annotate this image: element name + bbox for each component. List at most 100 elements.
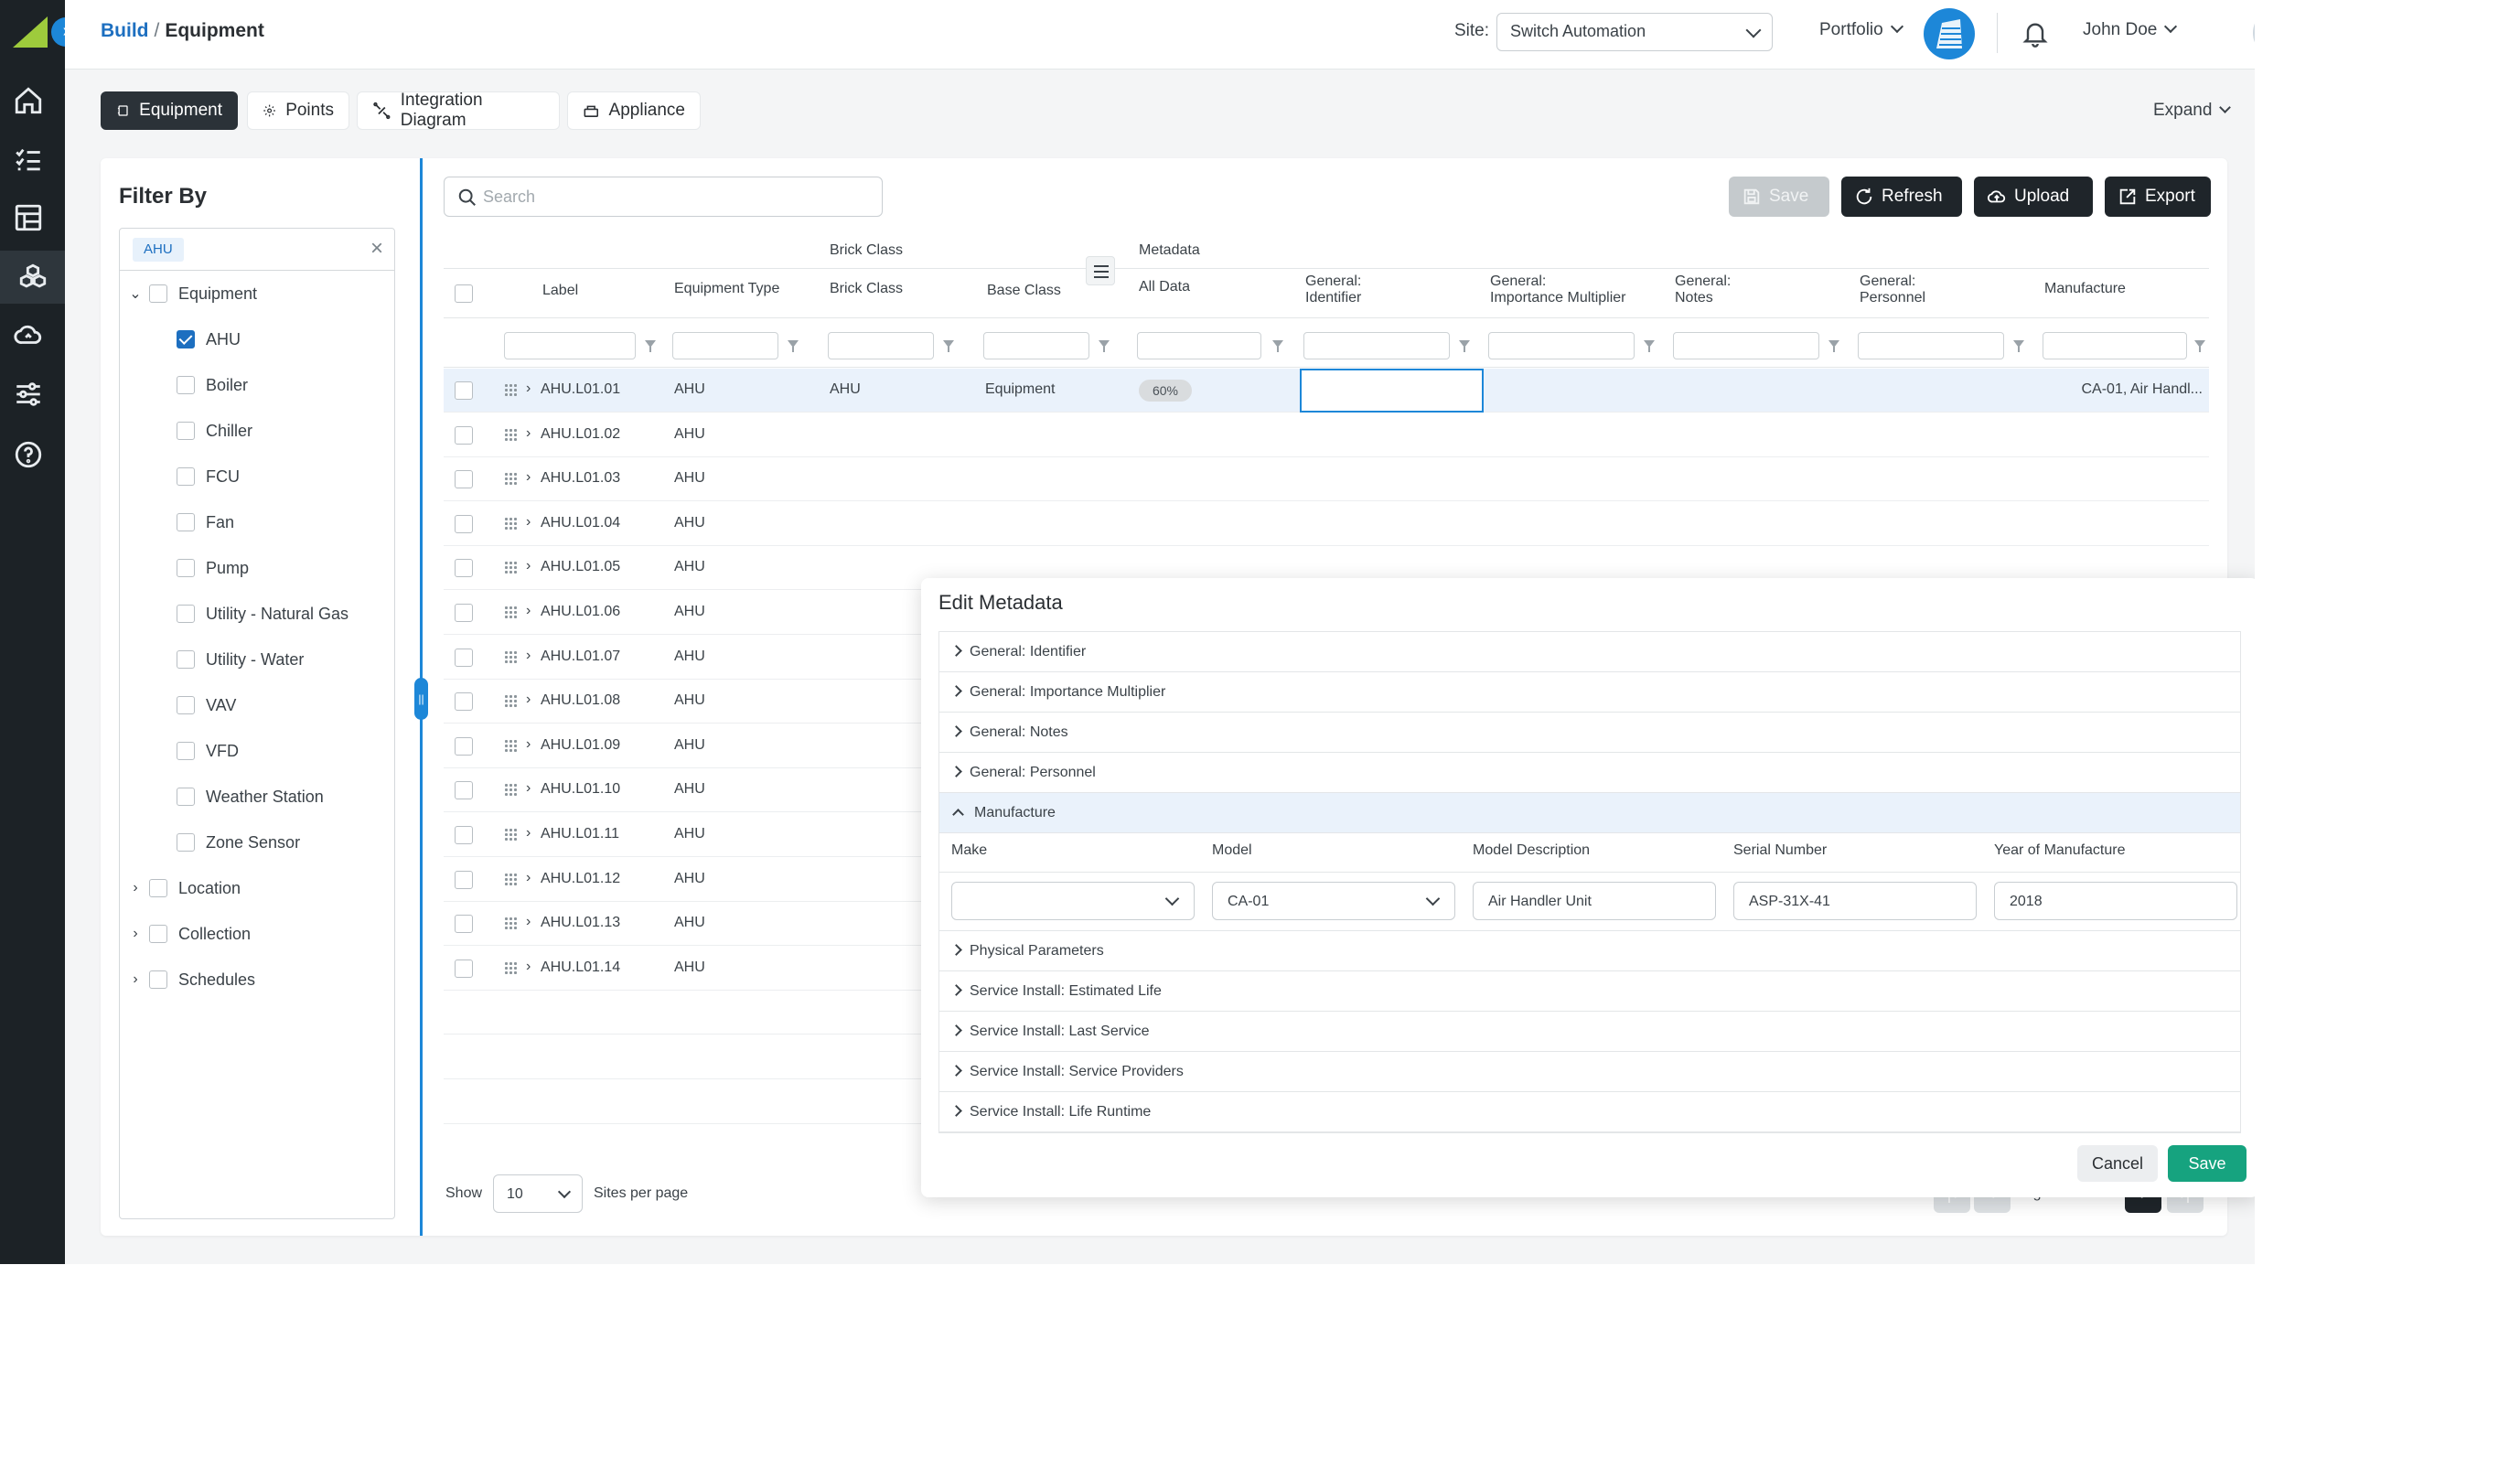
filter-input-general-notes[interactable] <box>1673 332 1819 359</box>
filter-option-checkbox[interactable] <box>177 559 195 577</box>
filter-icon[interactable] <box>1459 340 1470 352</box>
filter-option[interactable]: Weather Station <box>177 783 324 810</box>
drag-handle-icon[interactable] <box>504 649 517 665</box>
filter-option-checkbox[interactable] <box>177 696 195 714</box>
accordion-item[interactable]: Service Install: Last Service <box>939 1012 2240 1052</box>
close-icon[interactable]: × <box>370 236 383 261</box>
dashboard-icon[interactable] <box>11 200 46 235</box>
serial-number-field[interactable]: ASP-31X-41 <box>1733 882 1977 920</box>
search-box[interactable] <box>444 177 883 217</box>
model-select[interactable]: CA-01 <box>1212 882 1455 920</box>
filter-input-all-data[interactable] <box>1137 332 1261 359</box>
filter-option[interactable]: FCU <box>177 463 240 490</box>
row-checkbox[interactable] <box>455 959 473 978</box>
row-checkbox[interactable] <box>455 470 473 489</box>
drag-handle-icon[interactable] <box>504 917 517 932</box>
filter-option-checkbox[interactable] <box>177 330 195 348</box>
chevron-right-icon[interactable]: › <box>526 958 531 974</box>
accordion-item[interactable]: General: Identifier <box>939 632 2240 672</box>
col-header-base-class[interactable]: Base Class <box>987 283 1061 298</box>
tree-group[interactable]: › Schedules <box>127 966 255 993</box>
col-header-general-notes[interactable]: General: Notes <box>1675 273 1731 306</box>
chevron-right-icon[interactable]: › <box>133 926 138 941</box>
drag-handle-icon[interactable] <box>504 783 517 799</box>
col-header-manufacture[interactable]: Manufacture <box>2044 281 2126 296</box>
filter-option[interactable]: Pump <box>177 554 249 582</box>
filter-option-checkbox[interactable] <box>177 422 195 440</box>
group-checkbox[interactable] <box>149 879 167 897</box>
filter-input-label[interactable] <box>504 332 636 359</box>
filter-icon[interactable] <box>788 340 799 352</box>
row-checkbox[interactable] <box>455 692 473 712</box>
filter-input-brick-class[interactable] <box>828 332 934 359</box>
home-icon[interactable] <box>11 83 46 118</box>
filter-option-checkbox[interactable] <box>177 513 195 531</box>
col-header-brick-class[interactable]: Brick Class <box>830 281 904 296</box>
drag-handle-icon[interactable] <box>504 694 517 710</box>
drag-handle-icon[interactable] <box>504 383 517 398</box>
chevron-right-icon[interactable]: › <box>526 691 531 708</box>
filter-option[interactable]: AHU <box>177 326 241 353</box>
filter-option-checkbox[interactable] <box>177 833 195 852</box>
filter-option[interactable]: Utility - Natural Gas <box>177 600 349 627</box>
tree-group[interactable]: › Location <box>127 874 241 902</box>
table-row[interactable]: › AHU.L01.03 AHU <box>444 457 2209 502</box>
filter-option-checkbox[interactable] <box>177 650 195 669</box>
chevron-right-icon[interactable]: › <box>133 880 138 895</box>
tab-equipment[interactable]: Equipment <box>101 91 238 130</box>
export-button[interactable]: Export <box>2105 177 2211 217</box>
save-button[interactable]: Save <box>1729 177 1829 217</box>
bell-icon[interactable] <box>2021 18 2050 48</box>
chevron-right-icon[interactable]: › <box>526 469 531 486</box>
row-checkbox[interactable] <box>455 559 473 578</box>
chevron-right-icon[interactable]: › <box>526 558 531 574</box>
per-page-select[interactable]: 10 <box>493 1174 583 1213</box>
upload-button[interactable]: Upload <box>1974 177 2093 217</box>
user-avatar[interactable] <box>2253 7 2255 59</box>
row-checkbox[interactable] <box>455 648 473 667</box>
filter-option[interactable]: Utility - Water <box>177 646 304 673</box>
row-checkbox[interactable] <box>455 915 473 934</box>
select-all-checkbox[interactable] <box>455 284 473 303</box>
tab-appliance[interactable]: Appliance <box>567 91 701 130</box>
accordion-item[interactable]: General: Notes <box>939 713 2240 753</box>
filter-input-manufacture[interactable] <box>2043 332 2187 359</box>
make-select[interactable] <box>951 882 1195 920</box>
col-header-equipment-type[interactable]: Equipment Type <box>674 281 780 296</box>
chevron-right-icon[interactable]: › <box>526 424 531 441</box>
row-checkbox[interactable] <box>455 604 473 622</box>
filter-option[interactable]: VFD <box>177 737 239 765</box>
filter-option[interactable]: Fan <box>177 509 234 536</box>
search-input[interactable] <box>483 185 867 209</box>
sliders-icon[interactable] <box>11 377 46 412</box>
chevron-right-icon[interactable]: › <box>526 513 531 530</box>
filter-chip[interactable]: AHU <box>133 238 184 262</box>
column-menu-icon[interactable] <box>1086 256 1115 285</box>
help-icon[interactable] <box>11 437 46 472</box>
expand-button[interactable]: Expand <box>2153 101 2232 121</box>
chevron-right-icon[interactable]: › <box>526 780 531 797</box>
table-row[interactable]: › AHU.L01.02 AHU <box>444 413 2209 457</box>
drag-handle-icon[interactable] <box>504 828 517 842</box>
col-header-general-personnel[interactable]: General: Personnel <box>1860 273 1925 306</box>
breadcrumb-build-link[interactable]: Build <box>101 20 149 41</box>
portfolio-dropdown[interactable]: Portfolio <box>1819 19 1903 40</box>
filter-icon[interactable] <box>2194 340 2205 352</box>
refresh-button[interactable]: Refresh <box>1841 177 1962 217</box>
modal-save-button[interactable]: Save <box>2168 1145 2247 1182</box>
accordion-item-manufacture[interactable]: Manufacture <box>939 793 2240 833</box>
drag-handle-icon[interactable] <box>504 738 517 754</box>
filter-option-checkbox[interactable] <box>177 742 195 760</box>
active-edit-cell[interactable] <box>1300 369 1484 413</box>
tree-group[interactable]: › Collection <box>127 920 251 948</box>
drag-handle-icon[interactable] <box>504 606 517 620</box>
site-select[interactable]: Switch Automation <box>1496 13 1773 51</box>
chevron-right-icon[interactable]: › <box>526 647 531 663</box>
accordion-item[interactable]: Physical Parameters <box>939 931 2240 971</box>
filter-icon[interactable] <box>645 340 656 352</box>
filter-icon[interactable] <box>1644 340 1655 352</box>
filter-input-equipment-type[interactable] <box>672 332 778 359</box>
filter-icon[interactable] <box>1099 340 1110 352</box>
accordion-item[interactable]: Service Install: Service Providers <box>939 1052 2240 1092</box>
portfolio-avatar[interactable] <box>1924 8 1975 59</box>
